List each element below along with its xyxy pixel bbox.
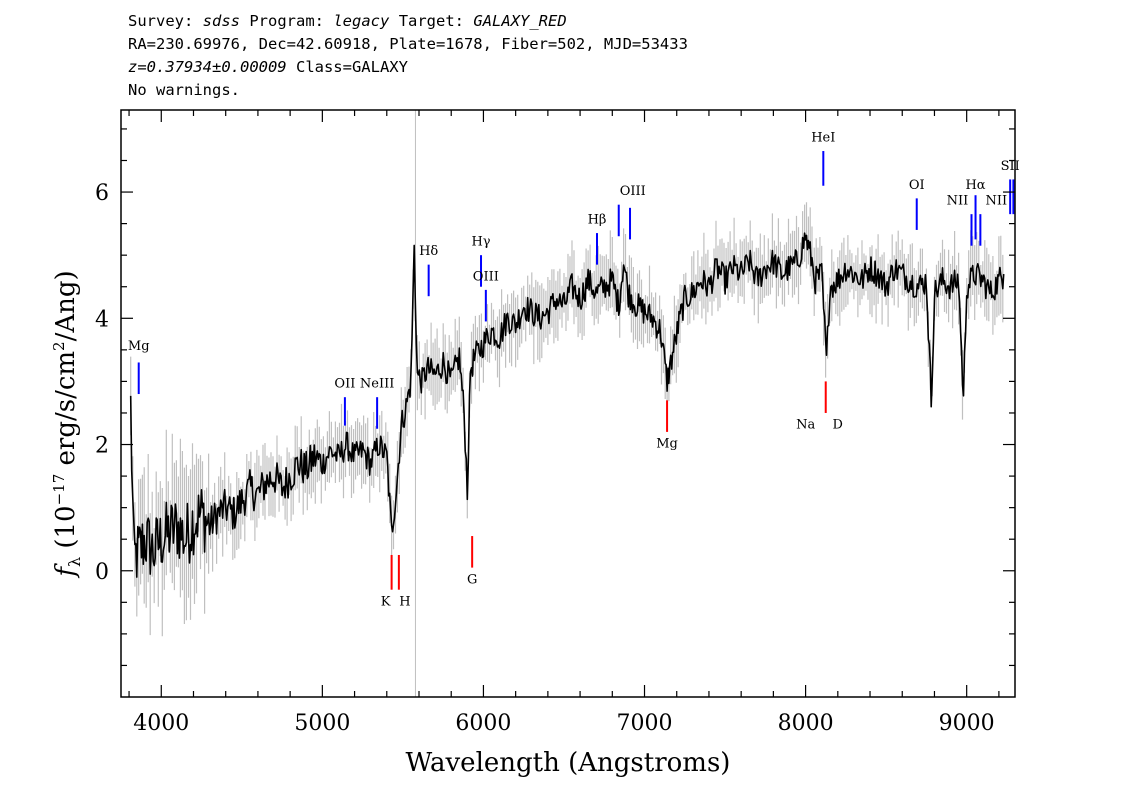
absorption-line-label: Mg <box>656 437 678 452</box>
absorption-line-label: H <box>399 594 410 609</box>
x-tick-label: 4000 <box>133 711 189 736</box>
target-label: Target: <box>398 12 465 30</box>
absorption-line-label: K <box>381 594 391 609</box>
redshift-value: z=0.37934±0.00009 <box>128 58 287 76</box>
spectrum-series <box>129 232 1005 578</box>
program-label: Program: <box>249 12 324 30</box>
y-axis-title: fλ (10−17 erg/s/cm2/Ang) <box>50 270 84 578</box>
y-tick-label: 0 <box>95 560 109 585</box>
emission-line-label: OII <box>334 377 355 392</box>
class-value: Class=GALAXY <box>295 58 408 76</box>
y-tick-label: 6 <box>95 181 109 206</box>
emission-line-label: Hγ <box>471 235 490 250</box>
spectrum-header: Survey: sdss Program: legacy Target: GAL… <box>128 10 688 102</box>
emission-line-label: Hα <box>965 178 985 193</box>
y-tick-label: 2 <box>95 434 109 459</box>
emission-line-label: OIII <box>473 269 499 284</box>
y-tick-label: 4 <box>95 307 109 332</box>
absorption-line-label: D <box>833 418 843 433</box>
header-line-4: No warnings. <box>128 81 240 99</box>
axis-ticks: 4000 5000 6000 7000 8000 9000 0 2 4 6 <box>95 110 1015 736</box>
x-tick-label: 8000 <box>778 711 834 736</box>
emission-line-label: NeIII <box>360 377 394 392</box>
emission-line-label: SII <box>1001 159 1020 174</box>
emission-line-label: NII <box>986 194 1008 209</box>
header-line-1: Survey: sdss Program: legacy Target: GAL… <box>128 10 688 33</box>
emission-line-label: Hδ <box>419 244 438 259</box>
plot-frame <box>120 109 1016 698</box>
emission-line-label: Mg <box>128 339 150 354</box>
header-line-3: z=0.37934±0.00009 Class=GALAXY <box>128 56 688 79</box>
emission-line-label: Hβ <box>588 213 607 228</box>
emission-line-label: OIII <box>620 184 646 199</box>
program-value: legacy <box>333 12 390 30</box>
absorption-line-label: G <box>467 572 477 587</box>
spectrum-line <box>129 232 1005 578</box>
emission-line-label: HeI <box>811 131 835 146</box>
emission-line-label: OI <box>909 178 925 193</box>
emission-line-label: NII <box>947 194 969 209</box>
x-axis-title: Wavelength (Angstroms) <box>406 748 731 778</box>
target-value: GALAXY_RED <box>473 12 567 30</box>
x-tick-label: 5000 <box>294 711 350 736</box>
x-tick-label: 9000 <box>939 711 995 736</box>
x-tick-label: 7000 <box>617 711 673 736</box>
survey-label: Survey: <box>128 12 194 30</box>
x-tick-label: 6000 <box>455 711 511 736</box>
header-line-2: RA=230.69976, Dec=42.60918, Plate=1678, … <box>128 35 688 53</box>
survey-value: sdss <box>202 12 240 30</box>
absorption-line-label: Na <box>796 418 815 433</box>
